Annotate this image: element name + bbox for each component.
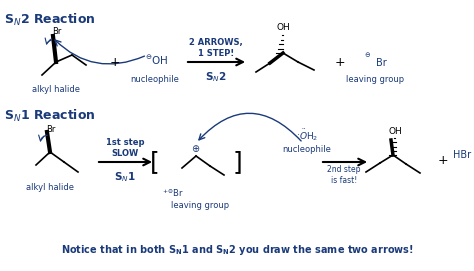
Text: $^{\ominus}$OH: $^{\ominus}$OH — [146, 53, 169, 67]
Text: Br: Br — [46, 125, 55, 134]
Text: :$\ddot{O}$H$_2$: :$\ddot{O}$H$_2$ — [296, 127, 318, 143]
Text: [: [ — [150, 150, 160, 174]
Text: leaving group: leaving group — [171, 201, 229, 209]
Text: S$_{N}$2 Reaction: S$_{N}$2 Reaction — [4, 12, 96, 28]
Text: S$_{N}$2: S$_{N}$2 — [205, 70, 227, 84]
Text: +: + — [109, 56, 120, 69]
Text: OH: OH — [388, 127, 402, 137]
Text: $\oplus$: $\oplus$ — [191, 143, 201, 153]
Text: Notice that in both S${_\mathbf{N}}$1 and S${_\mathbf{N}}$2 you draw the same tw: Notice that in both S${_\mathbf{N}}$1 an… — [61, 243, 413, 257]
Text: +: + — [335, 56, 346, 69]
Text: 1st step
SLOW: 1st step SLOW — [106, 138, 144, 158]
Text: leaving group: leaving group — [346, 76, 404, 85]
Text: 2 ARROWS,
1 STEP!: 2 ARROWS, 1 STEP! — [189, 38, 243, 58]
Text: ]: ] — [232, 150, 242, 174]
Text: Br: Br — [52, 27, 61, 37]
Text: S$_{N}$1 Reaction: S$_{N}$1 Reaction — [4, 108, 96, 124]
Text: HBr: HBr — [453, 150, 471, 160]
Text: Br: Br — [376, 58, 387, 68]
Text: OH: OH — [276, 24, 290, 33]
Text: $^{+}$$^{\ominus}_{\ }$Br: $^{+}$$^{\ominus}_{\ }$Br — [162, 188, 184, 196]
Text: nucleophile: nucleophile — [283, 146, 331, 154]
Text: +: + — [438, 153, 448, 166]
Text: nucleophile: nucleophile — [130, 76, 180, 85]
Text: $^{\ominus}$: $^{\ominus}$ — [365, 52, 372, 62]
Text: S$_{N}$1: S$_{N}$1 — [114, 170, 136, 184]
Text: 2nd step
is fast!: 2nd step is fast! — [327, 165, 361, 185]
Text: alkyl halide: alkyl halide — [32, 85, 80, 95]
Text: alkyl halide: alkyl halide — [26, 183, 74, 192]
